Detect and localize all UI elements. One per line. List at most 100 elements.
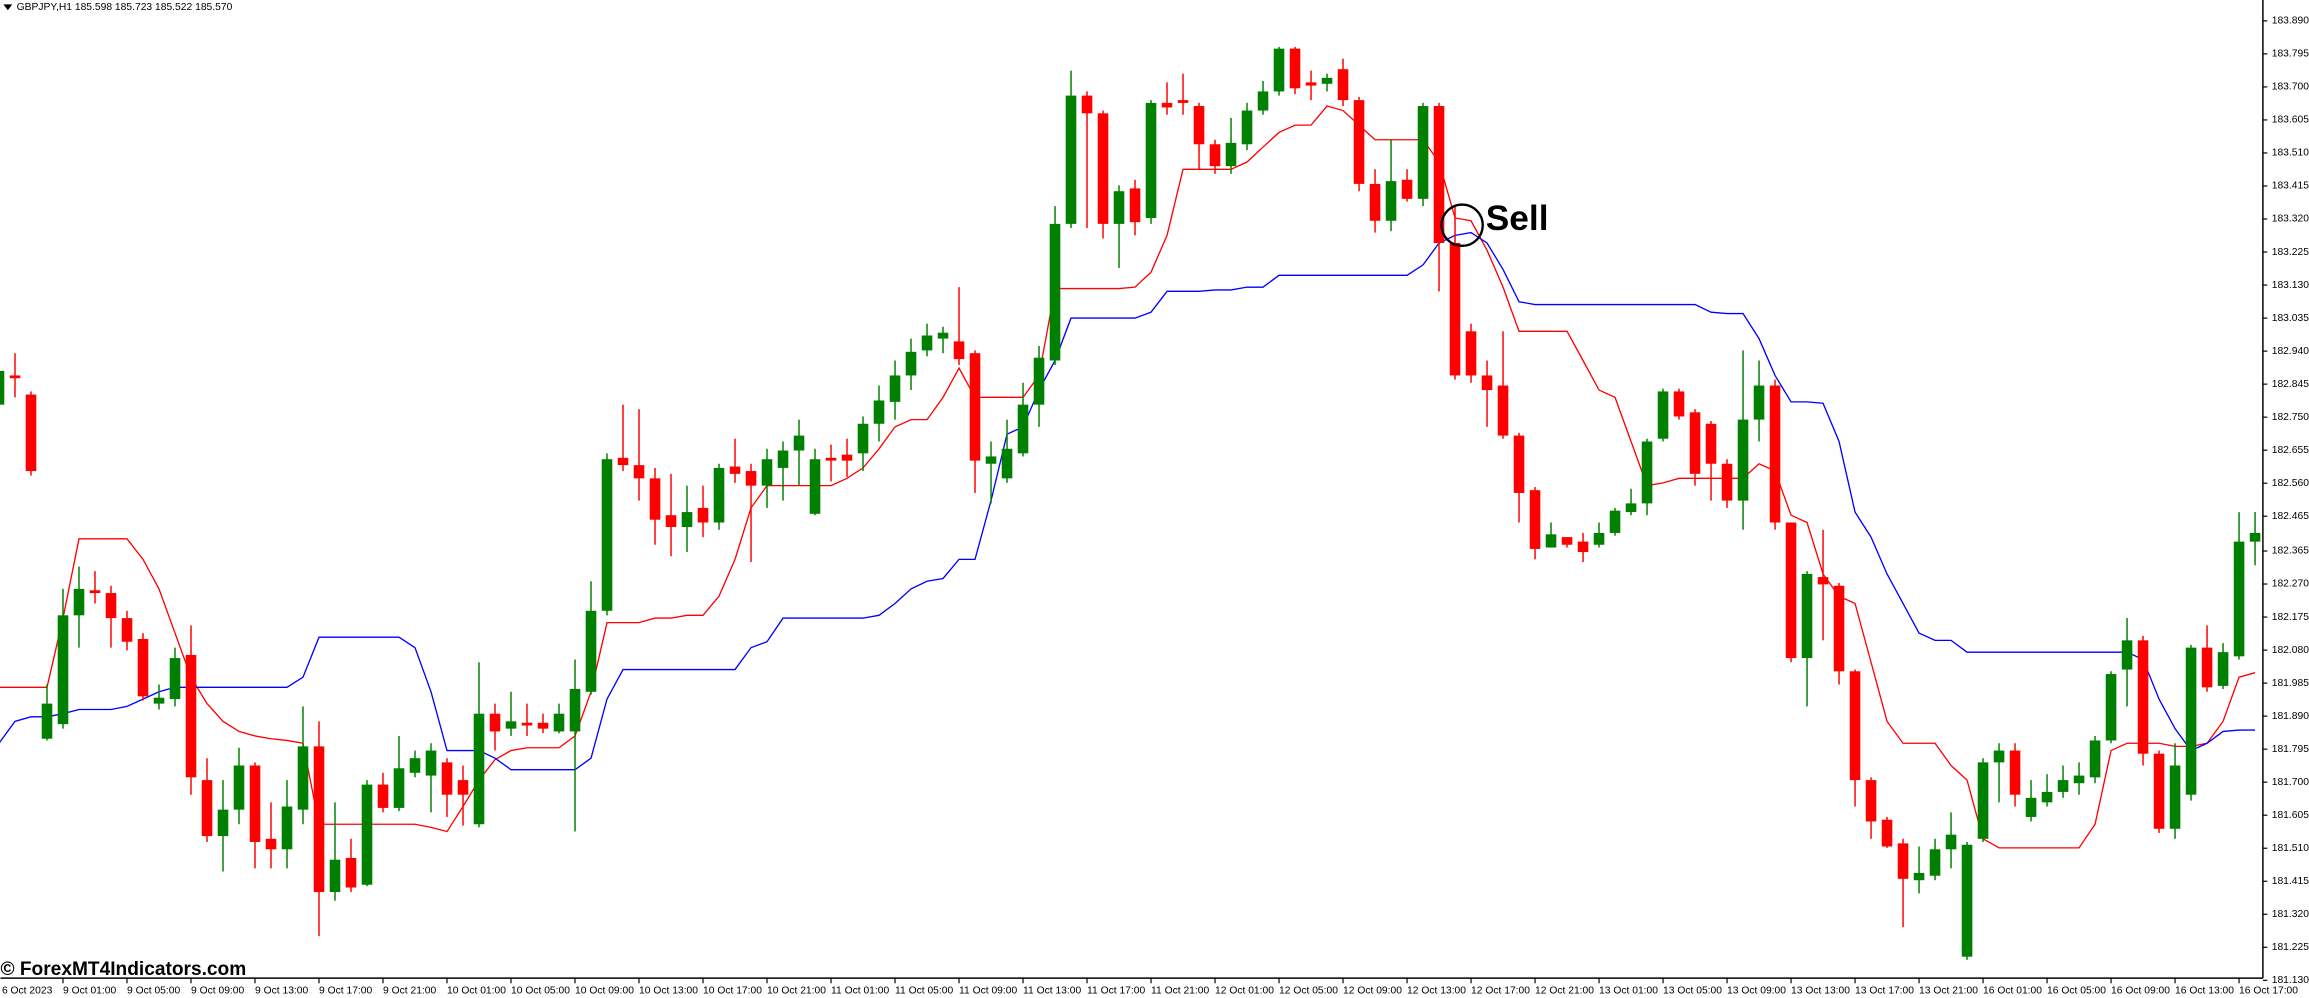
y-tick-label: 181.890 (2272, 711, 2309, 722)
x-tick-label: 13 Oct 21:00 (1919, 985, 1978, 996)
candle-body (1545, 534, 1557, 548)
candle-body (1369, 183, 1381, 221)
x-tick-label: 16 Oct 01:00 (1983, 985, 2042, 996)
candle-body (985, 456, 997, 464)
x-tick-label: 16 Oct 05:00 (2047, 985, 2106, 996)
x-tick-label: 6 Oct 2023 (2, 985, 53, 996)
x-tick-label: 10 Oct 21:00 (767, 985, 826, 996)
candle-body (1177, 100, 1189, 103)
candle-body (969, 353, 981, 461)
y-tick-label: 182.270 (2272, 579, 2309, 590)
candle-body (473, 713, 485, 825)
candle-body (489, 713, 501, 732)
candle-body (1017, 404, 1029, 454)
candle-body (1929, 849, 1941, 876)
candle-body (1417, 106, 1429, 199)
candle-body (1129, 188, 1141, 223)
candle-body (953, 341, 965, 360)
candle-body (665, 515, 677, 528)
candle-body (1705, 423, 1717, 464)
x-tick-label: 16 Oct 13:00 (2175, 985, 2234, 996)
candle-body (1961, 844, 1973, 957)
candle-body (1721, 463, 1733, 501)
candle-body (1529, 490, 1541, 549)
candle-body (185, 654, 197, 778)
candle-body (921, 335, 933, 351)
candle-body (537, 722, 549, 729)
candle-body (1497, 385, 1509, 436)
candle-body (1065, 95, 1077, 224)
x-tick-label: 10 Oct 01:00 (447, 985, 506, 996)
candle-body (729, 466, 741, 474)
candle-body (857, 423, 869, 454)
candle-body (2217, 652, 2229, 686)
candle-body (105, 593, 117, 619)
candle-body (2185, 647, 2197, 795)
x-tick-label: 12 Oct 13:00 (1407, 985, 1466, 996)
y-tick-label: 181.700 (2272, 777, 2309, 788)
x-tick-label: 9 Oct 13:00 (255, 985, 309, 996)
candle-body (1849, 671, 1861, 781)
candle-body (1241, 110, 1253, 145)
candle-body (1321, 77, 1333, 84)
candle-body (2121, 640, 2133, 670)
candle-body (2249, 532, 2261, 542)
candle-body (1561, 537, 1573, 545)
candle-body (1593, 532, 1605, 545)
x-tick-label: 11 Oct 01:00 (831, 985, 889, 996)
x-tick-label: 9 Oct 09:00 (191, 985, 245, 996)
candle-body (233, 765, 245, 810)
candle-body (249, 765, 261, 842)
indicator-line (0, 231, 2256, 771)
x-tick-label: 9 Oct 21:00 (383, 985, 437, 996)
candle-body (1305, 82, 1317, 86)
x-tick-label: 16 Oct 09:00 (2111, 985, 2170, 996)
y-tick-label: 181.225 (2272, 942, 2309, 953)
candle-body (409, 758, 421, 773)
menu-triangle (3, 4, 13, 11)
candle-body (681, 512, 693, 528)
candle-body (2041, 791, 2053, 803)
candle-body (649, 478, 661, 520)
candle-body (1273, 48, 1285, 92)
candle-body (617, 457, 629, 466)
x-tick-label: 9 Oct 01:00 (63, 985, 117, 996)
candle-body (1625, 503, 1637, 513)
candle-body (1193, 106, 1205, 145)
candle-body (1081, 95, 1093, 114)
candle-body (745, 471, 757, 486)
candle-body (297, 746, 309, 810)
candle-body (633, 465, 645, 479)
candle-body (1865, 780, 1877, 822)
candle-body (889, 375, 901, 402)
candle-body (793, 435, 805, 451)
candle-body (1609, 510, 1621, 533)
x-tick-label: 11 Oct 17:00 (1087, 985, 1145, 996)
candle-body (1673, 391, 1685, 417)
x-tick-label: 16 Oct 17:00 (2239, 985, 2298, 996)
candle-body (1353, 100, 1365, 184)
candle-body (1161, 102, 1173, 108)
y-tick-label: 182.940 (2272, 346, 2309, 357)
candle-body (777, 450, 789, 468)
candle-body (937, 332, 949, 339)
candle-body (905, 351, 917, 376)
candle-body (1225, 142, 1237, 167)
candle-body (1049, 223, 1061, 361)
candle-body (1289, 48, 1301, 89)
y-tick-label: 183.320 (2272, 214, 2309, 225)
candle-body (1945, 834, 1957, 850)
y-tick-label: 182.080 (2272, 645, 2309, 656)
x-tick-label: 11 Oct 13:00 (1023, 985, 1081, 996)
indicator-line (0, 105, 2256, 849)
x-tick-label: 11 Oct 09:00 (959, 985, 1017, 996)
candle-body (1465, 331, 1477, 376)
y-tick-label: 183.605 (2272, 115, 2309, 126)
x-tick-label: 13 Oct 05:00 (1663, 985, 1722, 996)
candle-body (169, 658, 181, 700)
y-tick-label: 181.605 (2272, 810, 2309, 821)
candle-body (121, 618, 133, 642)
candle-body (2009, 750, 2021, 795)
candle-body (361, 784, 373, 885)
